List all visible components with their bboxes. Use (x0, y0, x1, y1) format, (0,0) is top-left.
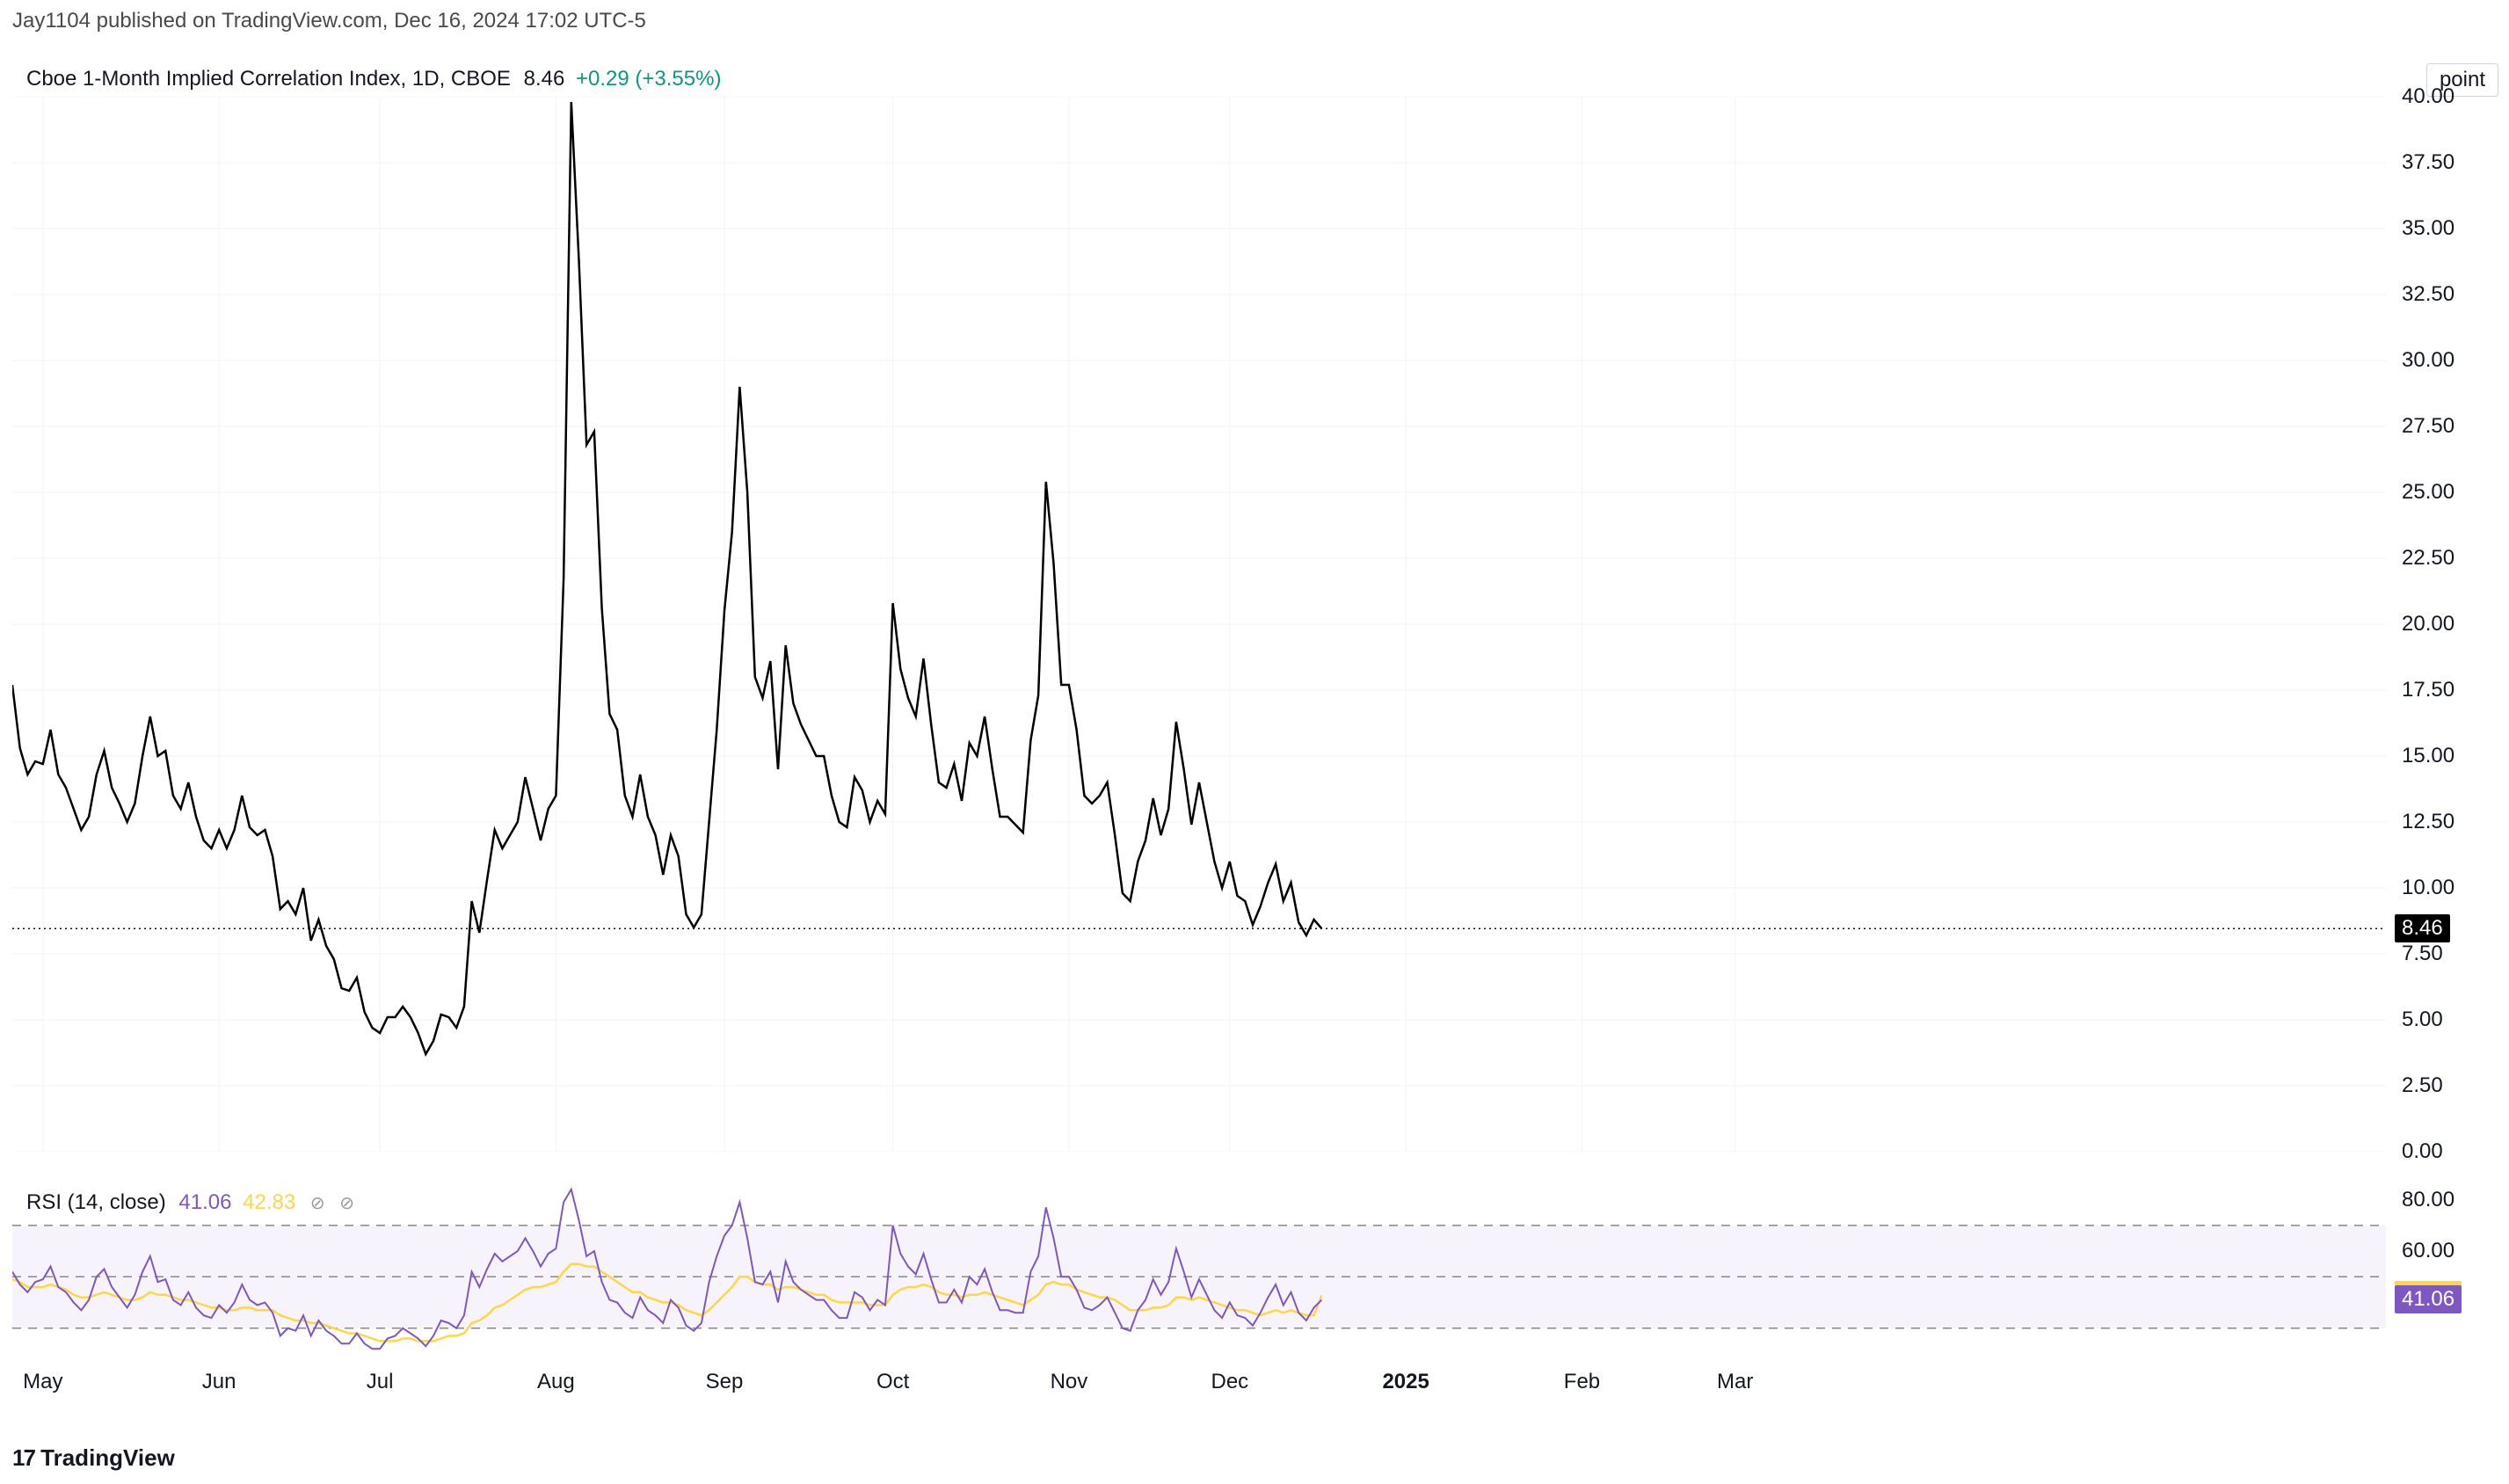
brand-name: TradingView (40, 1444, 175, 1471)
y-tick-label: 17.50 (2402, 678, 2454, 702)
y-tick-label: 30.00 (2402, 348, 2454, 373)
x-tick-label: Sep (706, 1370, 744, 1394)
change-value: +0.29 (+3.55%) (576, 67, 721, 91)
symbol-title: Cboe 1-Month Implied Correlation Index, … (26, 67, 511, 91)
y-tick-label: 27.50 (2402, 414, 2454, 439)
x-tick-label: Aug (537, 1370, 575, 1394)
y-tick-label: 25.00 (2402, 480, 2454, 505)
y-tick-label: 32.50 (2402, 282, 2454, 307)
x-tick-label: May (23, 1370, 62, 1394)
y-tick-label: 2.50 (2402, 1073, 2443, 1098)
x-tick-label: Dec (1211, 1370, 1248, 1394)
y-tick-label: 40.00 (2402, 84, 2454, 109)
y-tick-label: 22.50 (2402, 546, 2454, 571)
price-chart[interactable] (12, 97, 2386, 1152)
tradingview-logo-icon: 17 (12, 1444, 34, 1471)
x-tick-label: Feb (1564, 1370, 1600, 1394)
rsi-chart[interactable] (12, 1187, 2386, 1354)
y-tick-label: 5.00 (2402, 1008, 2443, 1032)
rsi-y-tick-label: 60.00 (2402, 1239, 2454, 1263)
y-tick-label: 35.00 (2402, 216, 2454, 241)
y-tick-label: 10.00 (2402, 876, 2454, 900)
y-tick-label: 7.50 (2402, 942, 2443, 966)
y-tick-label: 12.50 (2402, 810, 2454, 834)
y-tick-label: 0.00 (2402, 1139, 2443, 1164)
rsi-y-tick-label: 80.00 (2402, 1188, 2454, 1212)
y-tick-label: 37.50 (2402, 150, 2454, 175)
y-tick-label: 15.00 (2402, 744, 2454, 768)
x-tick-label: 2025 (1382, 1370, 1429, 1394)
brand-footer: 17 TradingView (12, 1444, 175, 1472)
x-tick-label: Jul (367, 1370, 394, 1394)
x-tick-label: Mar (1717, 1370, 1753, 1394)
rsi-value-tag: 41.06 (2395, 1285, 2462, 1313)
last-price-tag: 8.46 (2395, 914, 2450, 942)
chart-title-row: Cboe 1-Month Implied Correlation Index, … (26, 67, 721, 91)
x-tick-label: Jun (202, 1370, 236, 1394)
last-value: 8.46 (524, 67, 565, 91)
publish-line: Jay1104 published on TradingView.com, De… (12, 9, 646, 33)
x-tick-label: Oct (876, 1370, 909, 1394)
x-tick-label: Nov (1051, 1370, 1088, 1394)
y-tick-label: 20.00 (2402, 612, 2454, 637)
